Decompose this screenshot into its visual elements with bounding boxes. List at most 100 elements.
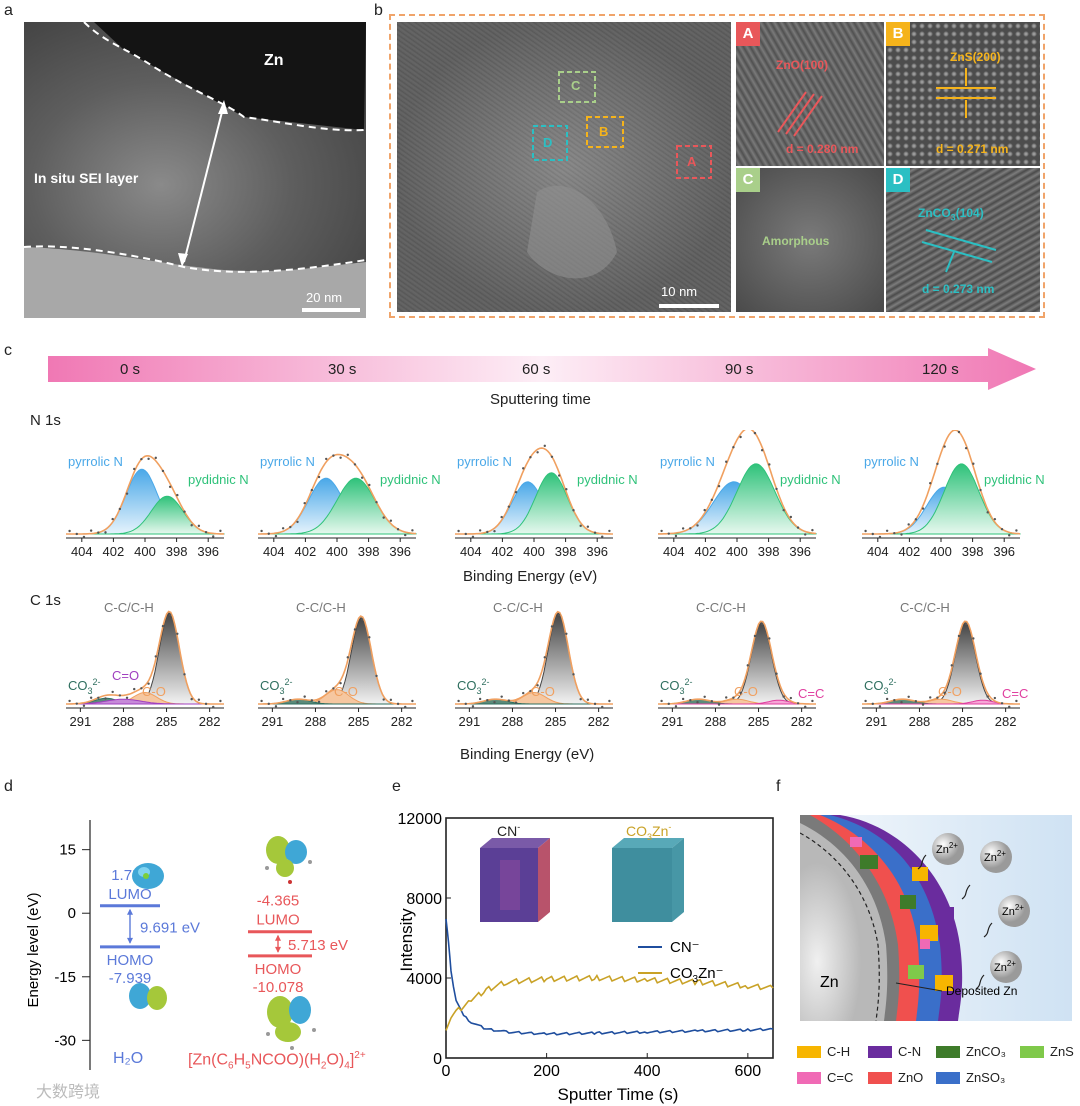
- n1s-data-point: [964, 446, 968, 450]
- c1s-data-point: [147, 682, 150, 685]
- n1s-xlabel: Binding Energy (eV): [463, 568, 598, 585]
- n1s-data-point: [804, 533, 807, 536]
- inset-b-d: d = 0.271 nm: [936, 142, 1009, 156]
- c1s-envelope: [658, 620, 816, 705]
- tof-sims-chart: Intensity Sputter Time (s) 0 200 400 600 0 40…: [397, 811, 774, 1104]
- co-label: C-O: [142, 684, 166, 699]
- c1s-data-point: [471, 705, 475, 708]
- pydidnic-label: pydidnic N: [380, 472, 441, 487]
- n1s-data-point: [936, 462, 939, 466]
- legend-swatch: [797, 1046, 821, 1058]
- c1s-data-point: [190, 697, 193, 701]
- c1s-data-point: [717, 703, 721, 706]
- c1s-data-point: [260, 699, 263, 703]
- inset-d-phase: ZnCO3(104): [918, 206, 984, 223]
- energy-ylabel: Energy level (eV): [25, 892, 42, 1007]
- n1s-data-point: [929, 482, 932, 485]
- c1s-data-point: [353, 628, 357, 631]
- c1s-data-point: [565, 632, 568, 636]
- n1s-data-point: [140, 457, 143, 461]
- cc2-label: C=C: [1002, 686, 1028, 701]
- pydidnic-label: pydidnic N: [984, 472, 1045, 487]
- c1s-data-point: [710, 699, 714, 703]
- c1s-data-point: [660, 699, 663, 703]
- sei-schematic: Zn Deposited Zn Zn2+ Zn2+ Zn2+ Zn2+: [800, 815, 1072, 1021]
- n1s-envelope: [862, 430, 1021, 535]
- tof-series-1: [445, 974, 774, 1031]
- n1s-data-point: [572, 509, 575, 512]
- n1s-spectrum-0: 404 402 400 398 396 pyrrolic N pydidnic N: [66, 454, 249, 559]
- pyrrolic-label: pyrrolic N: [68, 454, 123, 469]
- complex-homo-orbital-icon: [266, 996, 316, 1050]
- n1s-data-point: [190, 524, 193, 527]
- c1s-data-point: [197, 698, 201, 701]
- n1s-data-point: [768, 463, 771, 466]
- c1s-data-point: [89, 696, 93, 699]
- c1s-data-point: [667, 702, 670, 706]
- n1s-data-point: [82, 535, 86, 539]
- xps-tick-label: 282: [391, 714, 413, 729]
- n1s-data-point: [161, 469, 165, 473]
- panel-b-frame: [389, 14, 1045, 318]
- c1s-data-point: [310, 699, 314, 702]
- c1s-data-point: [936, 696, 939, 699]
- legend-swatch: [936, 1072, 960, 1084]
- xps-tick-label: 404: [867, 544, 889, 559]
- c1s-data-point: [601, 705, 604, 709]
- c1s-xlabel: Binding Energy (eV): [460, 746, 595, 763]
- xps-tick-label: 282: [791, 714, 813, 729]
- c1s-data-point: [681, 697, 685, 701]
- n1s-data-point: [782, 508, 785, 512]
- legend-swatch: [1020, 1046, 1044, 1058]
- c1s-data-point: [893, 699, 896, 702]
- inset-c-image: Amorphous: [736, 168, 884, 312]
- c1s-spectrum-3: 291 288 285 282 C-C/C-H C-O CO32- C=C: [658, 600, 824, 729]
- c1s-data-point: [404, 705, 407, 709]
- c1s-data-point: [775, 672, 778, 675]
- c1s-data-point: [921, 703, 925, 706]
- n1s-data-point: [789, 515, 793, 519]
- xps-tick-label: 404: [460, 544, 482, 559]
- xps-tick-label: 398: [758, 544, 780, 559]
- n1s-spectrum-3: 404 402 400 398 396 pyrrolic N pydidnic N: [658, 430, 841, 559]
- c1s-data-point: [296, 700, 299, 704]
- n1s-title: N 1s: [30, 412, 61, 429]
- xps-tick-label: 285: [156, 714, 178, 729]
- c1s-data-point: [382, 698, 385, 701]
- xps-tick-label: 402: [492, 544, 514, 559]
- tof-ytick-label: 0: [433, 1051, 442, 1068]
- cc-label: C-C/C-H: [104, 600, 154, 615]
- c1s-data-point: [986, 695, 989, 698]
- c1s-data-point: [543, 656, 546, 659]
- n1s-spectrum-1: 404 402 400 398 396 pyrrolic N pydidnic N: [258, 453, 441, 559]
- pyrrolic-label: pyrrolic N: [864, 454, 919, 469]
- n1s-data-point: [332, 454, 335, 457]
- tof-series-0: [445, 918, 774, 1036]
- c1s-data-point: [993, 696, 997, 700]
- xps-tick-label: 291: [262, 714, 284, 729]
- box-c-label: C: [571, 78, 581, 93]
- n1s-data-point: [550, 455, 554, 459]
- n1s-data-point: [689, 527, 692, 530]
- xps-tick-label: 396: [586, 544, 608, 559]
- time-120s: 120 s: [922, 361, 959, 378]
- xps-tick-label: 400: [326, 544, 348, 559]
- c1s-data-point: [979, 672, 982, 675]
- n1s-data-point: [346, 453, 349, 457]
- zn-ion-label-2: Zn2+: [984, 849, 1006, 864]
- n1s-data-point: [739, 435, 742, 439]
- homo-value-0: -7.939: [109, 970, 152, 987]
- n1s-envelope: [455, 447, 613, 535]
- homo-label-1: HOMO: [255, 961, 302, 978]
- xps-tick-label: 398: [166, 544, 188, 559]
- c1s-data-point: [789, 696, 793, 700]
- co-label: C-O: [938, 684, 962, 699]
- n1s-data-point: [325, 457, 328, 461]
- homo-value-1: -10.078: [253, 979, 304, 996]
- n1s-data-point: [608, 529, 611, 533]
- n1s-spectrum-4: 404 402 400 398 396 pyrrolic N pydidnic N: [862, 430, 1045, 559]
- legend-co3zn-label: CO3Zn⁻: [670, 965, 724, 985]
- n1s-data-point: [404, 533, 407, 537]
- n1s-data-point: [674, 534, 678, 538]
- xps-tick-label: 402: [295, 544, 317, 559]
